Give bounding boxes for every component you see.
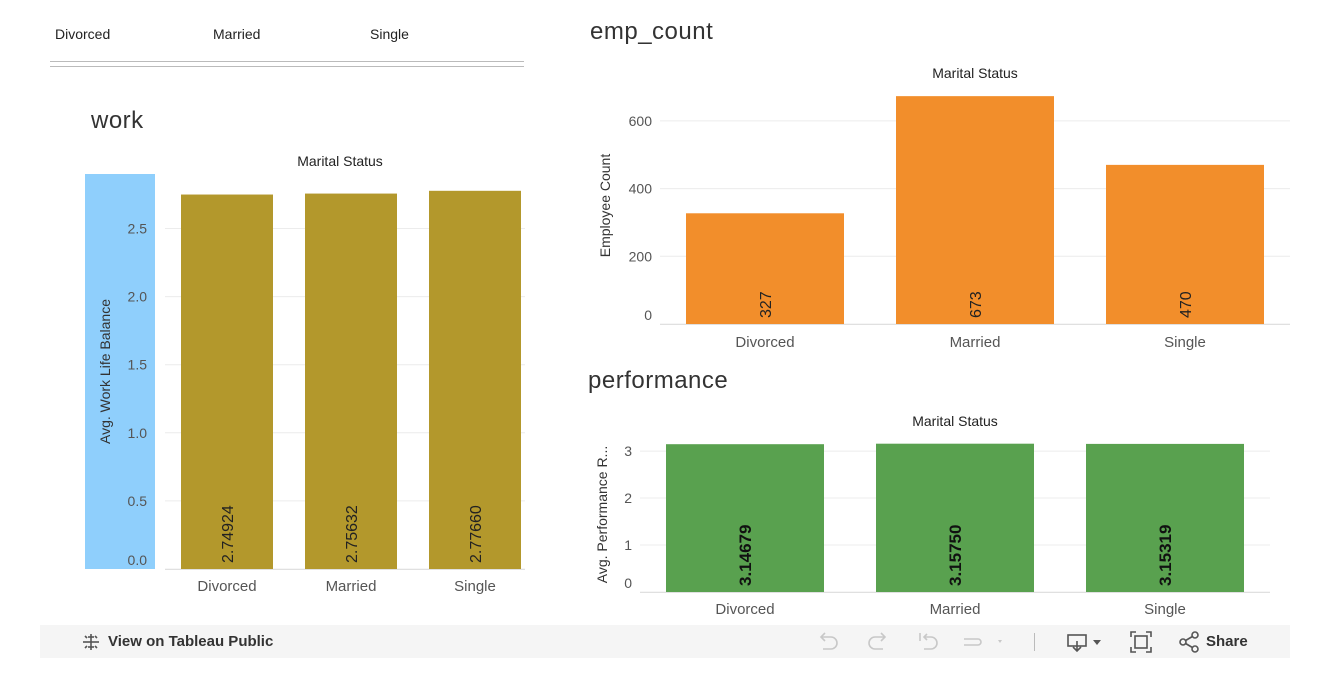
fullscreen-icon (1130, 630, 1152, 653)
work-chart: 0.0 0.5 1.0 1.5 2.0 2.5 Avg. Work Life Balance… (85, 174, 525, 595)
perf-bar-married[interactable] (876, 443, 1034, 592)
emp-y-tick-label: 200 (629, 248, 653, 264)
work-y-tick-label: 1.0 (128, 425, 148, 441)
undo-button[interactable] (816, 625, 840, 658)
sheet-title-work: work (91, 107, 144, 134)
perf-y-tick-label: 0 (624, 575, 632, 591)
emp-bar-single[interactable] (1106, 164, 1264, 324)
redo-icon (868, 631, 887, 650)
emp-bar-divorced[interactable] (686, 213, 844, 324)
emp-data-label: 470 (1178, 291, 1195, 318)
undo-icon (819, 631, 838, 650)
legend-item-divorced[interactable]: Divorced (55, 26, 111, 42)
refresh-button[interactable] (960, 625, 1006, 658)
perf-y-tick-label: 1 (624, 537, 632, 553)
emp-bar-married[interactable] (896, 96, 1054, 325)
performance-chart: 0 1 2 3 Avg. Performance R... 3.14679 Divorced… (594, 443, 1270, 618)
work-category-label: Single (454, 578, 496, 595)
fullscreen-button[interactable] (1129, 625, 1153, 658)
view-on-tableau-public-label: View on Tableau Public (108, 633, 274, 650)
tableau-logo-icon (83, 633, 99, 650)
perf-data-label: 3.14679 (736, 525, 755, 586)
toolbar-separator (1034, 625, 1035, 658)
legend-item-married[interactable]: Married (213, 26, 261, 42)
refresh-icon (964, 637, 1002, 646)
work-y-tick-label: 0.5 (128, 493, 148, 509)
perf-y-tick-label: 3 (624, 443, 632, 459)
work-axis-highlight[interactable] (85, 174, 155, 569)
revert-icon (919, 632, 938, 650)
perf-category-label: Married (930, 601, 981, 618)
emp-category-label: Married (950, 334, 1001, 351)
perf-data-label: 3.15750 (946, 525, 965, 586)
legend-item-single[interactable]: Single (370, 26, 409, 42)
emp-y-tick-label: 600 (629, 113, 653, 129)
share-button[interactable]: Share (1178, 625, 1248, 658)
emp-category-label: Divorced (735, 334, 794, 351)
emp-y-axis-title: Employee Count (597, 154, 613, 258)
emp-y-tick-label: 400 (629, 181, 653, 197)
perf-category-label: Divorced (715, 601, 774, 618)
perf-y-axis-title: Avg. Performance R... (594, 446, 610, 583)
perf-bar-single[interactable] (1086, 443, 1244, 592)
sheet-title-performance: performance (588, 367, 729, 394)
work-bar-divorced[interactable] (181, 194, 273, 569)
tableau-toolbar: View on Tableau Public (40, 625, 1290, 658)
revert-button[interactable] (916, 625, 940, 658)
work-bar-single[interactable] (429, 190, 521, 570)
emp-data-label: 673 (968, 291, 985, 318)
work-data-label: 2.74924 (220, 505, 237, 563)
perf-column-header: Marital Status (912, 413, 998, 429)
work-data-label: 2.75632 (344, 505, 361, 563)
work-y-tick-label: 1.5 (128, 357, 148, 373)
work-bar-married[interactable] (305, 193, 397, 570)
sheet-title-emp-count: emp_count (590, 18, 714, 45)
work-category-label: Divorced (197, 578, 256, 595)
emp-count-chart: 0 200 400 600 Employee Count 327 Divorced 673 Ma… (597, 96, 1290, 351)
legend-divider-2 (50, 66, 524, 67)
work-y-tick-label: 2.5 (128, 220, 148, 236)
emp-y-tick-label: 0 (644, 307, 652, 323)
work-data-label: 2.77660 (468, 505, 485, 563)
perf-y-tick-label: 2 (624, 490, 632, 506)
work-y-tick-label: 0.0 (128, 552, 148, 568)
perf-data-label: 3.15319 (1156, 525, 1175, 586)
work-y-tick-label: 2.0 (128, 289, 148, 305)
work-category-label: Married (326, 578, 377, 595)
emp-data-label: 327 (758, 291, 775, 318)
emp-column-header: Marital Status (932, 65, 1018, 81)
redo-button[interactable] (866, 625, 890, 658)
download-icon (1067, 633, 1101, 652)
emp-category-label: Single (1164, 334, 1206, 351)
share-icon (1179, 630, 1199, 653)
work-y-axis-title: Avg. Work Life Balance (97, 299, 113, 444)
perf-category-label: Single (1144, 601, 1186, 618)
legend-divider (50, 61, 524, 62)
share-label: Share (1206, 633, 1248, 650)
view-on-tableau-public-link[interactable]: View on Tableau Public (80, 625, 273, 658)
download-button[interactable] (1065, 625, 1105, 658)
perf-bar-divorced[interactable] (666, 444, 824, 592)
work-column-header: Marital Status (297, 153, 383, 169)
